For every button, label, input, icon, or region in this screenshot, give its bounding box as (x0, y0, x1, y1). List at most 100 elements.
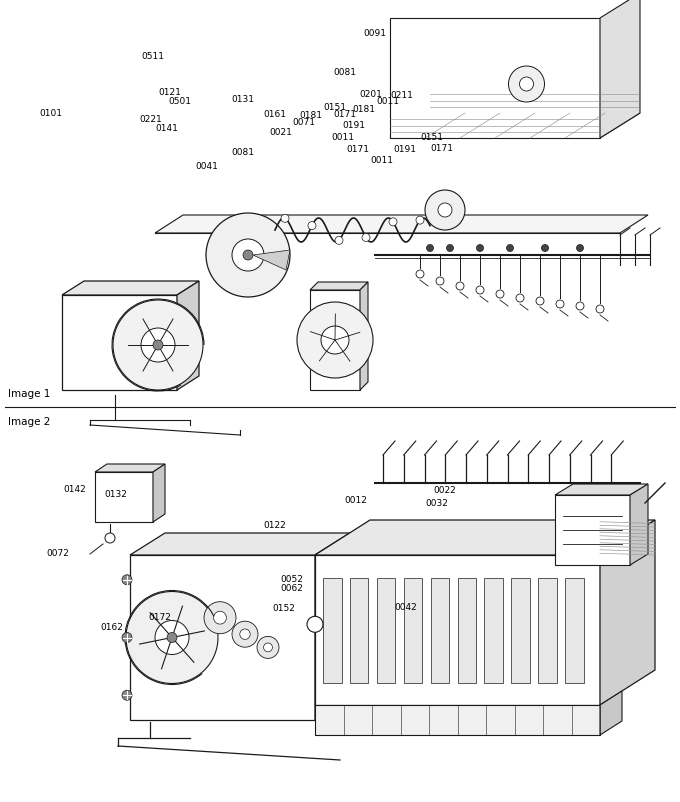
Text: Image 1: Image 1 (8, 390, 50, 399)
Circle shape (477, 245, 483, 252)
Circle shape (416, 216, 424, 224)
Text: 0181: 0181 (352, 105, 375, 115)
Bar (323, 577, 341, 683)
Polygon shape (630, 484, 648, 565)
Circle shape (167, 633, 177, 642)
Circle shape (122, 575, 132, 585)
Text: 0152: 0152 (272, 604, 295, 614)
Circle shape (307, 616, 323, 632)
Polygon shape (315, 705, 600, 735)
Circle shape (281, 214, 289, 222)
Text: 0191: 0191 (342, 121, 365, 131)
Circle shape (438, 203, 452, 217)
Text: 0042: 0042 (394, 603, 417, 613)
Polygon shape (310, 290, 360, 390)
Polygon shape (62, 281, 199, 295)
Text: 0052: 0052 (281, 575, 304, 585)
Circle shape (240, 629, 250, 639)
Circle shape (204, 602, 236, 634)
Polygon shape (315, 555, 600, 705)
Bar (538, 577, 557, 683)
Bar (565, 577, 583, 683)
Polygon shape (155, 215, 648, 233)
Circle shape (264, 643, 273, 652)
Bar (458, 577, 476, 683)
Text: 0142: 0142 (63, 484, 86, 494)
Text: 0101: 0101 (39, 109, 63, 119)
Text: 0171: 0171 (347, 145, 370, 155)
Circle shape (476, 286, 484, 294)
Circle shape (122, 691, 132, 700)
Circle shape (105, 533, 115, 543)
Text: 0041: 0041 (196, 161, 219, 171)
Circle shape (362, 233, 370, 241)
Text: 0172: 0172 (148, 613, 171, 622)
Bar (484, 577, 503, 683)
Circle shape (425, 190, 465, 230)
Circle shape (416, 270, 424, 278)
Circle shape (153, 340, 163, 350)
Text: 0141: 0141 (155, 124, 178, 133)
Circle shape (126, 592, 218, 683)
Text: 0071: 0071 (292, 118, 316, 128)
Circle shape (308, 221, 316, 229)
Bar (350, 577, 369, 683)
Text: 0062: 0062 (281, 584, 304, 593)
Text: 0221: 0221 (139, 115, 162, 124)
Circle shape (122, 633, 132, 642)
Text: 0032: 0032 (426, 499, 449, 508)
Text: 0012: 0012 (345, 496, 368, 505)
Circle shape (556, 300, 564, 308)
Polygon shape (600, 520, 655, 705)
Circle shape (456, 282, 464, 290)
Text: 0181: 0181 (299, 111, 322, 120)
Text: 0081: 0081 (333, 67, 356, 77)
Text: 0011: 0011 (332, 132, 355, 142)
Circle shape (541, 245, 549, 252)
Circle shape (206, 213, 290, 297)
Polygon shape (153, 464, 165, 522)
Circle shape (389, 218, 397, 226)
Circle shape (214, 611, 226, 624)
Circle shape (596, 305, 604, 313)
Circle shape (496, 290, 504, 298)
Circle shape (113, 300, 203, 390)
Polygon shape (253, 250, 290, 270)
Text: 0211: 0211 (390, 91, 413, 100)
Text: 0171: 0171 (430, 144, 454, 153)
Text: 0151: 0151 (323, 103, 346, 112)
Text: 0122: 0122 (264, 520, 286, 530)
Circle shape (232, 622, 258, 647)
Bar (377, 577, 395, 683)
Circle shape (297, 302, 373, 378)
Polygon shape (130, 555, 315, 720)
Polygon shape (130, 533, 350, 555)
Text: 0131: 0131 (231, 95, 254, 104)
Text: 0201: 0201 (359, 90, 382, 99)
Text: 0022: 0022 (434, 486, 456, 496)
Circle shape (335, 237, 343, 245)
Polygon shape (310, 282, 368, 290)
Polygon shape (62, 295, 177, 390)
Polygon shape (555, 495, 630, 565)
Circle shape (232, 239, 264, 271)
Polygon shape (315, 533, 350, 720)
Polygon shape (555, 484, 648, 495)
Bar (404, 577, 422, 683)
Circle shape (507, 245, 513, 252)
Text: 0151: 0151 (420, 133, 443, 143)
Circle shape (509, 66, 545, 102)
Circle shape (426, 245, 434, 252)
Text: 0091: 0091 (364, 29, 387, 38)
Bar (430, 577, 449, 683)
Circle shape (141, 328, 175, 362)
Text: Image 2: Image 2 (8, 417, 50, 427)
Circle shape (321, 326, 349, 354)
Circle shape (536, 297, 544, 305)
Circle shape (155, 621, 189, 654)
Polygon shape (600, 0, 640, 138)
Bar (511, 577, 530, 683)
Polygon shape (360, 282, 368, 390)
Circle shape (576, 302, 584, 310)
Text: 0132: 0132 (104, 490, 127, 500)
